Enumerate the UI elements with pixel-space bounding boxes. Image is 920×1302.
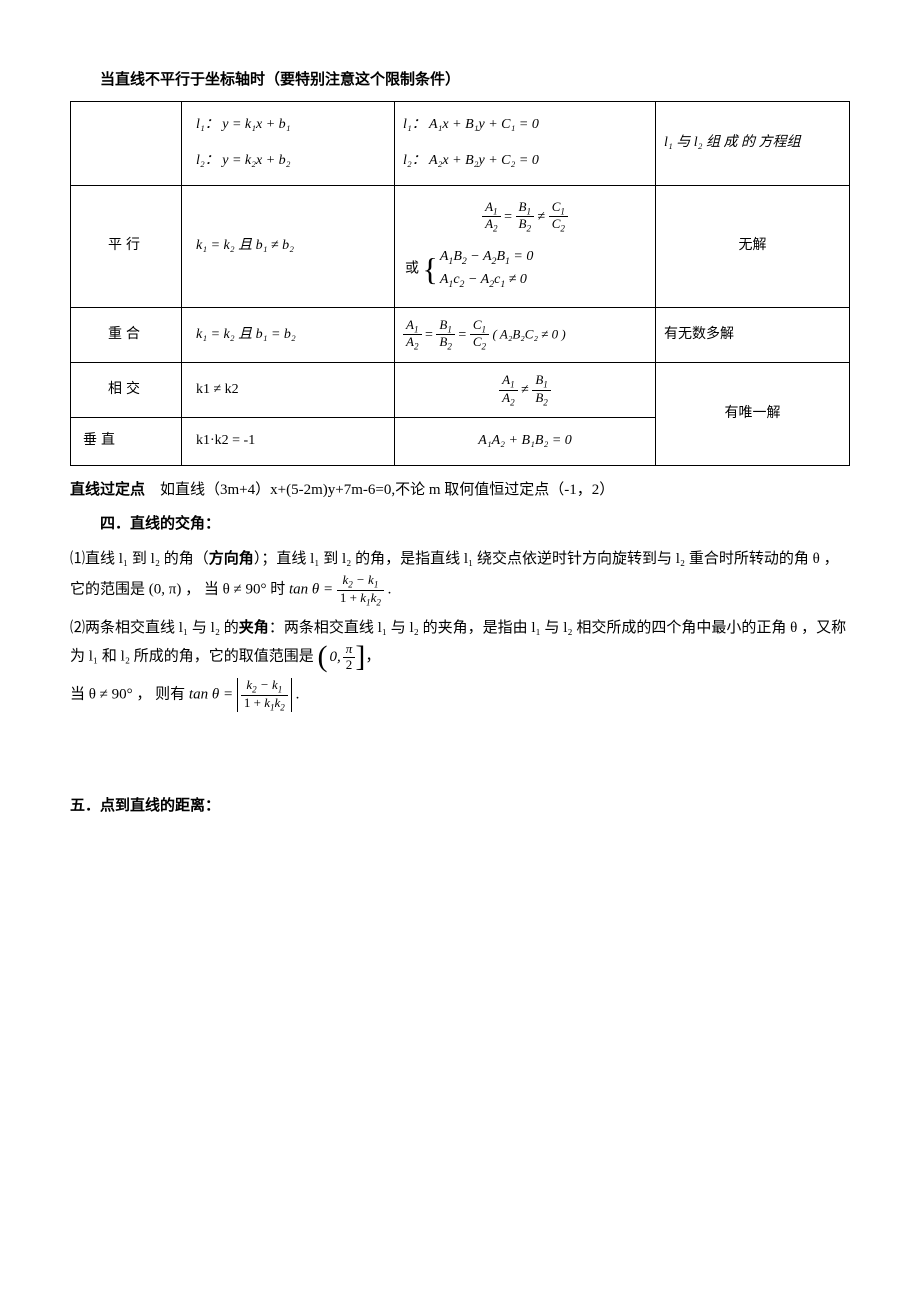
- table-row: l₁： y = k₁x + b₁ l₂： y = k₂x + b₂ l₁： A₁…: [71, 101, 850, 185]
- cell-label: 相交: [71, 363, 182, 418]
- section-5-title: 五．点到直线的距离：: [70, 792, 850, 821]
- cell: A1A2 ≠ B1B2: [395, 363, 656, 418]
- cell: k1 ≠ k2: [182, 363, 395, 418]
- cell-label: 平行: [71, 185, 182, 307]
- cell-general-form: l₁： A₁x + B₁y + C₁ = 0 l₂： A₂x + B₂y + C…: [395, 101, 656, 185]
- table-row: 重合 k₁ = k₂ 且 b₁ = b₂ A1A2 = B1B2 = C1C2 …: [71, 307, 850, 362]
- fixed-point-lead: 直线过定点: [70, 482, 145, 498]
- section-4-title: 四．直线的交角：: [70, 510, 850, 539]
- cell-slope-form: l₁： y = k₁x + b₁ l₂： y = k₂x + b₂: [182, 101, 395, 185]
- header-line: 当直线不平行于坐标轴时（要特别注意这个限制条件）: [70, 66, 850, 95]
- fixed-point-para: 直线过定点 如直线（3m+4）x+(5-2m)y+7m-6=0,不论 m 取何值…: [70, 476, 850, 505]
- fixed-point-body: 如直线（3m+4）x+(5-2m)y+7m-6=0,不论 m 取何值恒过定点（-…: [160, 482, 614, 498]
- cell-label: 垂直: [71, 418, 182, 466]
- cell: 无解: [656, 185, 850, 307]
- cell: A1A2 = B1B2 = C1C2 ( A₂B₂C₂ ≠ 0 ): [395, 307, 656, 362]
- relations-table: l₁： y = k₁x + b₁ l₂： y = k₂x + b₂ l₁： A₁…: [70, 101, 850, 466]
- cell: A1A2 = B1B2 ≠ C1C2 或 { A1B2 − A2B1 = 0 A…: [395, 185, 656, 307]
- cell: k₁ = k₂ 且 b₁ = b₂: [182, 307, 395, 362]
- cell-empty: [71, 101, 182, 185]
- cell: A₁A₂ + B₁B₂ = 0: [395, 418, 656, 466]
- included-angle-formula: 当 θ ≠ 90° ， 则有 tan θ = k2 − k11 + k1k2 .: [70, 678, 850, 712]
- cell: 有唯一解: [656, 363, 850, 466]
- table-row: 平行 k₁ = k₂ 且 b₁ ≠ b₂ A1A2 = B1B2 ≠ C1C2 …: [71, 185, 850, 307]
- cell-label: 重合: [71, 307, 182, 362]
- or-label: 或: [405, 262, 419, 277]
- table-row: 相交 k1 ≠ k2 A1A2 ≠ B1B2 有唯一解: [71, 363, 850, 418]
- cell: k1·k2 = -1: [182, 418, 395, 466]
- included-angle-para: ⑵两条相交直线 l₁ 与 l₂ 的夹角：两条相交直线 l₁ 与 l₂ 的夹角，是…: [70, 614, 850, 673]
- cell: 有无数多解: [656, 307, 850, 362]
- cell: k₁ = k₂ 且 b₁ ≠ b₂: [182, 185, 395, 307]
- cell-system: l₁ 与 l₂ 组 成 的 方程组: [656, 101, 850, 185]
- direction-angle-para: ⑴直线 l₁ 到 l₂ 的角（方向角）；直线 l₁ 到 l₂ 的角，是指直线 l…: [70, 545, 850, 608]
